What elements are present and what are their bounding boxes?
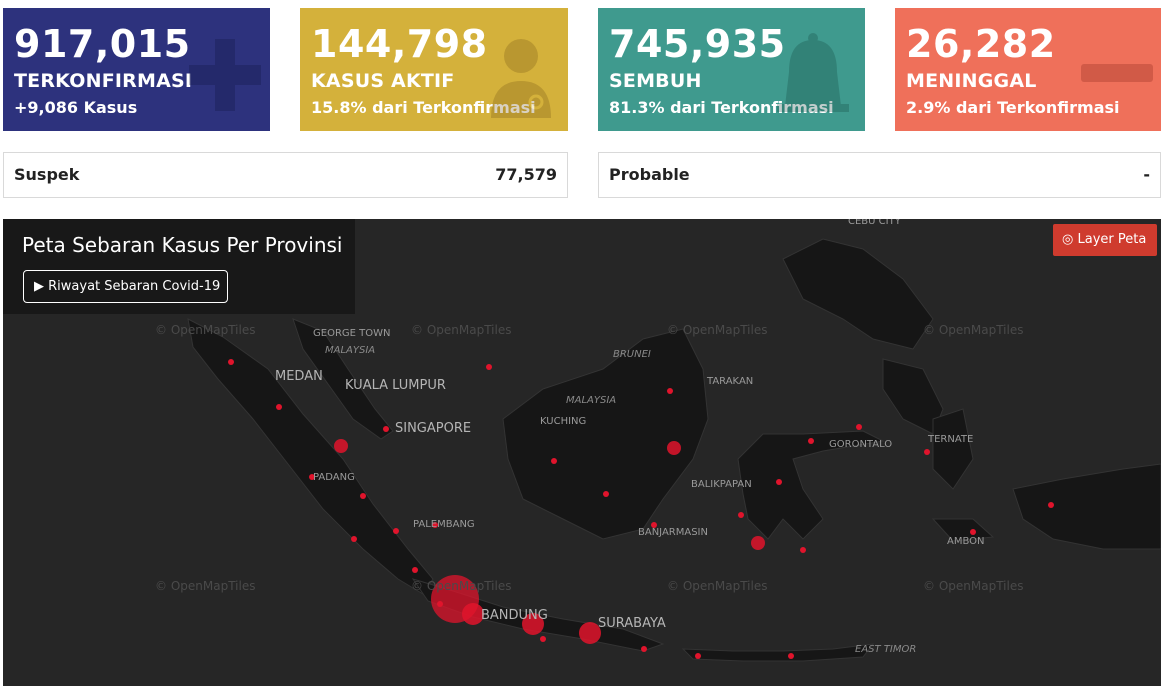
label-gorontalo: GORONTALO: [829, 439, 893, 450]
label-george-town: GEORGE TOWN: [313, 328, 391, 339]
map-canvas[interactable]: [3, 219, 1161, 686]
deaths-number: 26,282: [906, 22, 1056, 66]
label-surabaya: SURABAYA: [598, 616, 666, 631]
probable-row: Probable -: [598, 152, 1161, 198]
marker-south-sulawesi: [751, 536, 765, 550]
marker-central-sulawesi: [776, 479, 782, 485]
label-ambon: AMBON: [947, 536, 985, 547]
label-east-timor: EAST TIMOR: [855, 644, 917, 655]
plus-icon: [189, 39, 261, 116]
recovered-label: SEMBUH: [609, 70, 702, 92]
marker-central-java: [522, 613, 544, 635]
layer-button[interactable]: ◎ Layer Peta: [1053, 224, 1157, 256]
marker-east-kalimantan: [667, 441, 681, 455]
map-attribution: © OpenMapTiles: [923, 579, 1024, 593]
history-button[interactable]: ▶ Riwayat Sebaran Covid-19: [23, 270, 228, 303]
province-map[interactable]: CEBU CITY GEORGE TOWN MALAYSIA MEDAN KUA…: [3, 219, 1161, 686]
deaths-sub: 2.9% dari Terkonfirmasi: [906, 98, 1120, 117]
deaths-label: MENINGGAL: [906, 70, 1037, 92]
marker-central-kalimantan: [603, 491, 609, 497]
marker-north-sulawesi: [856, 424, 862, 430]
marker-bangka: [432, 522, 438, 528]
marker-north-kalimantan: [667, 388, 673, 394]
label-malaysia-2: MALAYSIA: [566, 395, 617, 406]
card-confirmed: 917,015 TERKONFIRMASI +9,086 Kasus: [3, 8, 270, 131]
label-kuching: KUCHING: [540, 416, 587, 427]
active-sub: 15.8% dari Terkonfirmasi: [311, 98, 536, 117]
recovered-sub: 81.3% dari Terkonfirmasi: [609, 98, 834, 117]
active-label: KASUS AKTIF: [311, 70, 455, 92]
marker-aceh: [228, 359, 234, 365]
label-padang: PADANG: [313, 472, 355, 483]
confirmed-number: 917,015: [14, 22, 191, 66]
minus-icon: [1081, 64, 1153, 89]
layer-button-label: Layer Peta: [1077, 232, 1147, 247]
label-malaysia-1: MALAYSIA: [325, 345, 376, 356]
card-recovered: 745,935 SEMBUH 81.3% dari Terkonfirmasi: [598, 8, 865, 131]
marker-south-sumatra: [393, 528, 399, 534]
recovered-number: 745,935: [609, 22, 786, 66]
marker-yogyakarta: [540, 636, 546, 642]
marker-riau-islands: [383, 426, 389, 432]
map-attribution: © OpenMapTiles: [411, 579, 512, 593]
map-attribution: © OpenMapTiles: [667, 323, 768, 337]
play-icon: ▶: [34, 279, 44, 294]
probable-value: -: [1143, 165, 1150, 184]
label-palembang: PALEMBANG: [413, 519, 475, 530]
marker-west-sumatra: [309, 474, 315, 480]
marker-jambi: [360, 493, 366, 499]
map-attribution: © OpenMapTiles: [923, 323, 1024, 337]
card-active: 144,798 KASUS AKTIF 15.8% dari Terkonfir…: [300, 8, 568, 131]
marker-southeast-sulawesi: [800, 547, 806, 553]
label-ternate: TERNATE: [928, 434, 974, 445]
map-title: Peta Sebaran Kasus Per Provinsi: [22, 233, 343, 257]
label-kuala-lumpur: KUALA LUMPUR: [345, 378, 446, 393]
marker-north-maluku: [924, 449, 930, 455]
marker-gorontalo: [808, 438, 814, 444]
marker-west-sulawesi: [738, 512, 744, 518]
marker-north-sumatra: [276, 404, 282, 410]
label-balikpapan: BALIKPAPAN: [691, 479, 752, 490]
history-button-label: Riwayat Sebaran Covid-19: [48, 279, 221, 294]
probable-label: Probable: [609, 165, 690, 184]
label-cebu-city: CEBU CITY: [848, 219, 901, 227]
marker-bali: [641, 646, 647, 652]
map-attribution: © OpenMapTiles: [155, 579, 256, 593]
map-attribution: © OpenMapTiles: [411, 323, 512, 337]
marker-west-kalimantan: [551, 458, 557, 464]
suspek-value: 77,579: [495, 165, 557, 184]
case-markers: [228, 359, 1054, 659]
label-singapore: SINGAPORE: [395, 421, 472, 436]
marker-riau: [334, 439, 348, 453]
confirmed-sub: +9,086 Kasus: [14, 98, 138, 117]
doctor-icon: [486, 36, 556, 123]
label-tarakan: TARAKAN: [707, 376, 754, 387]
label-bandung: BANDUNG: [481, 608, 548, 623]
target-icon: ◎: [1062, 232, 1074, 247]
marker-bengkulu: [351, 536, 357, 542]
marker-maluku: [970, 529, 976, 535]
marker-ntb: [695, 653, 701, 659]
label-medan: MEDAN: [275, 369, 323, 384]
active-number: 144,798: [311, 22, 488, 66]
marker-west-java: [462, 603, 484, 625]
marker-east-java: [579, 622, 601, 644]
marker-south-kalimantan: [651, 522, 657, 528]
bell-icon: [771, 32, 855, 123]
suspek-label: Suspek: [14, 165, 80, 184]
marker-west-papua: [1048, 502, 1054, 508]
map-attribution: © OpenMapTiles: [155, 323, 256, 337]
marker-ntt: [788, 653, 794, 659]
map-header: Peta Sebaran Kasus Per Provinsi ▶ Riwaya…: [3, 219, 355, 314]
suspek-row: Suspek 77,579: [3, 152, 568, 198]
map-attribution: © OpenMapTiles: [667, 579, 768, 593]
card-deaths: 26,282 MENINGGAL 2.9% dari Terkonfirmasi: [895, 8, 1161, 131]
marker-banten: [437, 601, 443, 607]
marker-lampung: [412, 567, 418, 573]
label-banjarmasin: BANJARMASIN: [638, 527, 708, 538]
label-brunei: BRUNEI: [613, 349, 651, 360]
marker-kepri-2: [486, 364, 492, 370]
confirmed-label: TERKONFIRMASI: [14, 70, 193, 92]
